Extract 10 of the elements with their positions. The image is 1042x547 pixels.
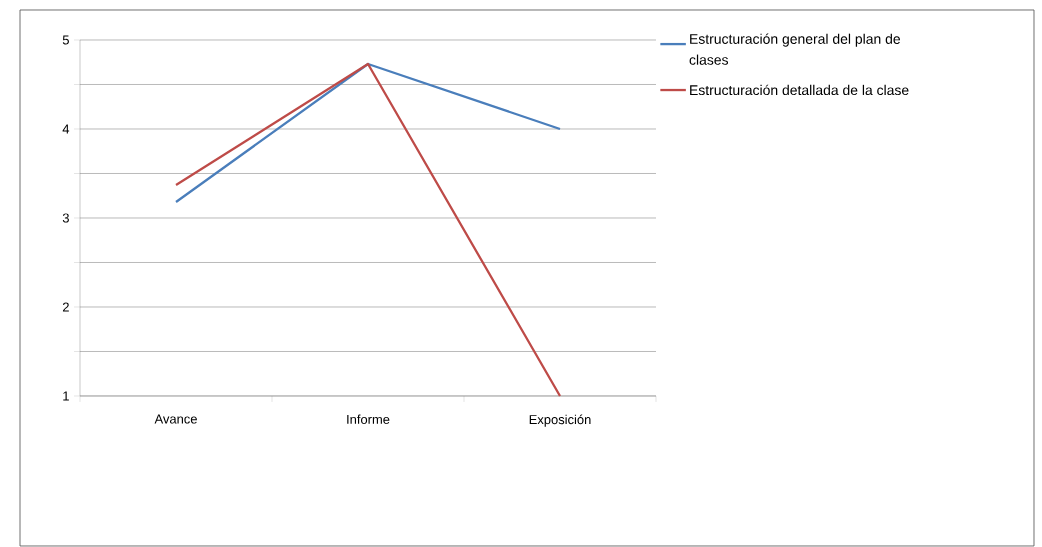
legend-label: Estructuración detallada de la clase bbox=[690, 84, 909, 96]
y-tick-label: 4 bbox=[62, 124, 70, 134]
y-tick-label: 2 bbox=[62, 302, 69, 312]
x-tick-label: Exposición bbox=[529, 414, 591, 427]
y-tick-label: 1 bbox=[63, 391, 69, 401]
y-tick-label: 3 bbox=[62, 213, 69, 223]
x-tick-label: Informe bbox=[347, 414, 390, 424]
y-tick-label: 5 bbox=[62, 35, 69, 45]
legend-label: Estructuración general del plan de clases bbox=[689, 33, 901, 65]
x-tick-label: Avance bbox=[154, 414, 197, 424]
